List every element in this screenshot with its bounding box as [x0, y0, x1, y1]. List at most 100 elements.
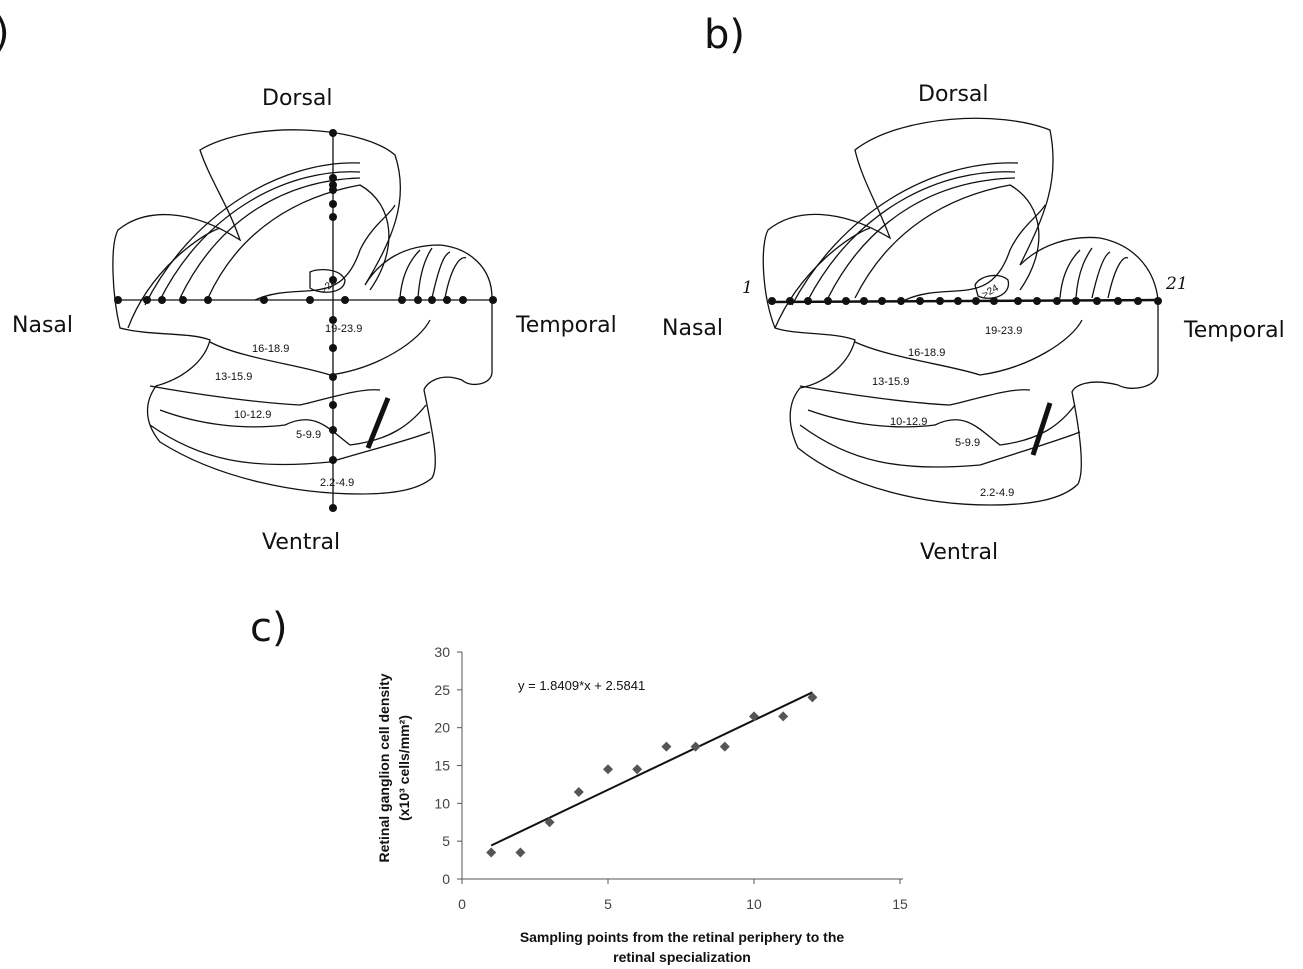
sampling-points-b — [768, 297, 1162, 305]
sampling-point-a-v-6 — [329, 213, 337, 221]
data-point — [632, 764, 643, 775]
retina-map-b — [762, 117, 1159, 506]
panel-b-letter: b) — [704, 12, 745, 58]
sampling-point-a-h-9 — [398, 296, 406, 304]
x-ticks: 0 5 10 15 — [458, 879, 908, 912]
zone-label-a-2: 16-18.9 — [252, 343, 289, 355]
chart-c: 0 5 10 15 0 5 10 15 20 25 30 y = 1.8409*x + 2.584… — [376, 644, 908, 965]
sampling-point-b-17 — [1072, 297, 1080, 305]
zone-label-a-6: 2.2-4.9 — [320, 477, 354, 489]
data-point — [749, 711, 759, 722]
sampling-point-a-h-7 — [306, 296, 314, 304]
sampling-point-a-h-14 — [489, 296, 497, 304]
sampling-point-a-v-13 — [329, 456, 337, 464]
panel-a-nasal-label: Nasal — [12, 313, 73, 338]
panel-b-ventral-label: Ventral — [920, 540, 999, 565]
x-axis-label-line2: retinal specialization — [613, 949, 751, 965]
sampling-point-a-v-5 — [329, 200, 337, 208]
zone-label-a-3: 13-15.9 — [215, 371, 252, 383]
data-point — [486, 847, 497, 858]
sampling-point-b-16 — [1053, 297, 1061, 305]
data-point — [661, 741, 672, 752]
y-tick-label: 25 — [434, 682, 450, 698]
zone-label-a-4: 10-12.9 — [234, 409, 271, 421]
panel-b-end-label: 21 — [1166, 274, 1188, 294]
y-tick-label: 30 — [434, 644, 450, 660]
sampling-point-a-v-9 — [329, 344, 337, 352]
zone-label-b-1: 19-23.9 — [985, 325, 1022, 337]
trendline — [490, 691, 813, 847]
y-tick-label: 5 — [442, 833, 450, 849]
sampling-point-b-1 — [768, 297, 776, 305]
sampling-point-b-2 — [786, 297, 794, 305]
zone-labels-a: 19-23.9 16-18.9 13-15.9 10-12.9 5-9.9 2.… — [215, 276, 362, 489]
sampling-point-a-h-13 — [459, 296, 467, 304]
trendline-equation: y = 1.8409*x + 2.5841 — [518, 678, 645, 693]
sampling-point-a-h-6 — [260, 296, 268, 304]
panel-b-temporal-label: Temporal — [1184, 318, 1285, 343]
x-tick-label: 0 — [458, 896, 466, 912]
y-ticks: 0 5 10 15 20 25 30 — [434, 644, 462, 887]
sampling-point-a-v-1 — [329, 129, 337, 137]
data-point — [603, 764, 613, 775]
data-point — [573, 786, 584, 797]
panel-b-nasal-label: Nasal — [662, 316, 723, 341]
sampling-point-a-h-3 — [158, 296, 166, 304]
sampling-point-b-14 — [1014, 297, 1022, 305]
y-tick-label: 0 — [442, 871, 450, 887]
y-axis-label-line1: Retinal ganglion cell density — [376, 673, 392, 862]
zone-label-b-4: 10-12.9 — [890, 416, 927, 428]
sampling-point-b-7 — [878, 297, 886, 305]
y-axis-label-line2: (x10³ cells/mm²) — [396, 715, 412, 821]
zone-label-b-2: 16-18.9 — [908, 347, 945, 359]
sampling-point-b-20 — [1134, 297, 1142, 305]
data-point — [690, 741, 701, 752]
sampling-point-a-v-2 — [329, 174, 337, 182]
sampling-point-a-v-14 — [329, 504, 337, 512]
zone-label-b-5: 5-9.9 — [955, 437, 980, 449]
sampling-point-b-19 — [1114, 297, 1122, 305]
sampling-point-b-12 — [972, 297, 980, 305]
sampling-point-b-10 — [936, 297, 944, 305]
data-point — [807, 692, 818, 703]
y-tick-label: 15 — [434, 758, 450, 774]
panel-a-dorsal-label: Dorsal — [262, 86, 333, 111]
panel-c-letter: c) — [250, 605, 288, 651]
sampling-point-b-3 — [804, 297, 812, 305]
sampling-point-b-9 — [916, 297, 924, 305]
retina-b-outline — [762, 117, 1159, 506]
data-point — [515, 847, 526, 858]
sampling-points-a — [114, 129, 497, 512]
panel-b-start-label: 1 — [742, 278, 753, 298]
retina-a-outline — [112, 129, 493, 495]
panel-b-dorsal-label: Dorsal — [918, 82, 989, 107]
sampling-point-b-18 — [1093, 297, 1101, 305]
x-tick-label: 5 — [604, 896, 612, 912]
zone-label-b-3: 13-15.9 — [872, 376, 909, 388]
sampling-point-b-15 — [1033, 297, 1041, 305]
sampling-point-a-h-12 — [443, 296, 451, 304]
zone-label-a-5: 5-9.9 — [296, 429, 321, 441]
sampling-point-b-4 — [824, 297, 832, 305]
sampling-point-a-v-8 — [329, 316, 337, 324]
panel-a-ventral-label: Ventral — [262, 530, 341, 555]
sampling-point-a-h-10 — [414, 296, 422, 304]
sampling-point-b-6 — [860, 297, 868, 305]
x-axis-label-line1: Sampling points from the retinal periphe… — [520, 929, 845, 945]
panel-a-temporal-label: Temporal — [516, 313, 617, 338]
y-tick-label: 20 — [434, 720, 450, 736]
y-tick-label: 10 — [434, 795, 450, 811]
sampling-point-a-h-8 — [341, 296, 349, 304]
x-tick-label: 15 — [892, 896, 908, 912]
sampling-point-a-h-1 — [114, 296, 122, 304]
sampling-point-a-h-4 — [179, 296, 187, 304]
sampling-point-b-5 — [842, 297, 850, 305]
data-point — [778, 711, 789, 722]
sampling-lines-a — [118, 133, 494, 508]
sampling-point-a-h-5 — [204, 296, 212, 304]
x-tick-label: 10 — [746, 896, 762, 912]
sampling-point-b-11 — [954, 297, 962, 305]
sampling-point-a-v-4 — [329, 186, 337, 194]
panel-a-letter: ) — [0, 10, 10, 56]
sampling-point-b-21 — [1154, 297, 1162, 305]
